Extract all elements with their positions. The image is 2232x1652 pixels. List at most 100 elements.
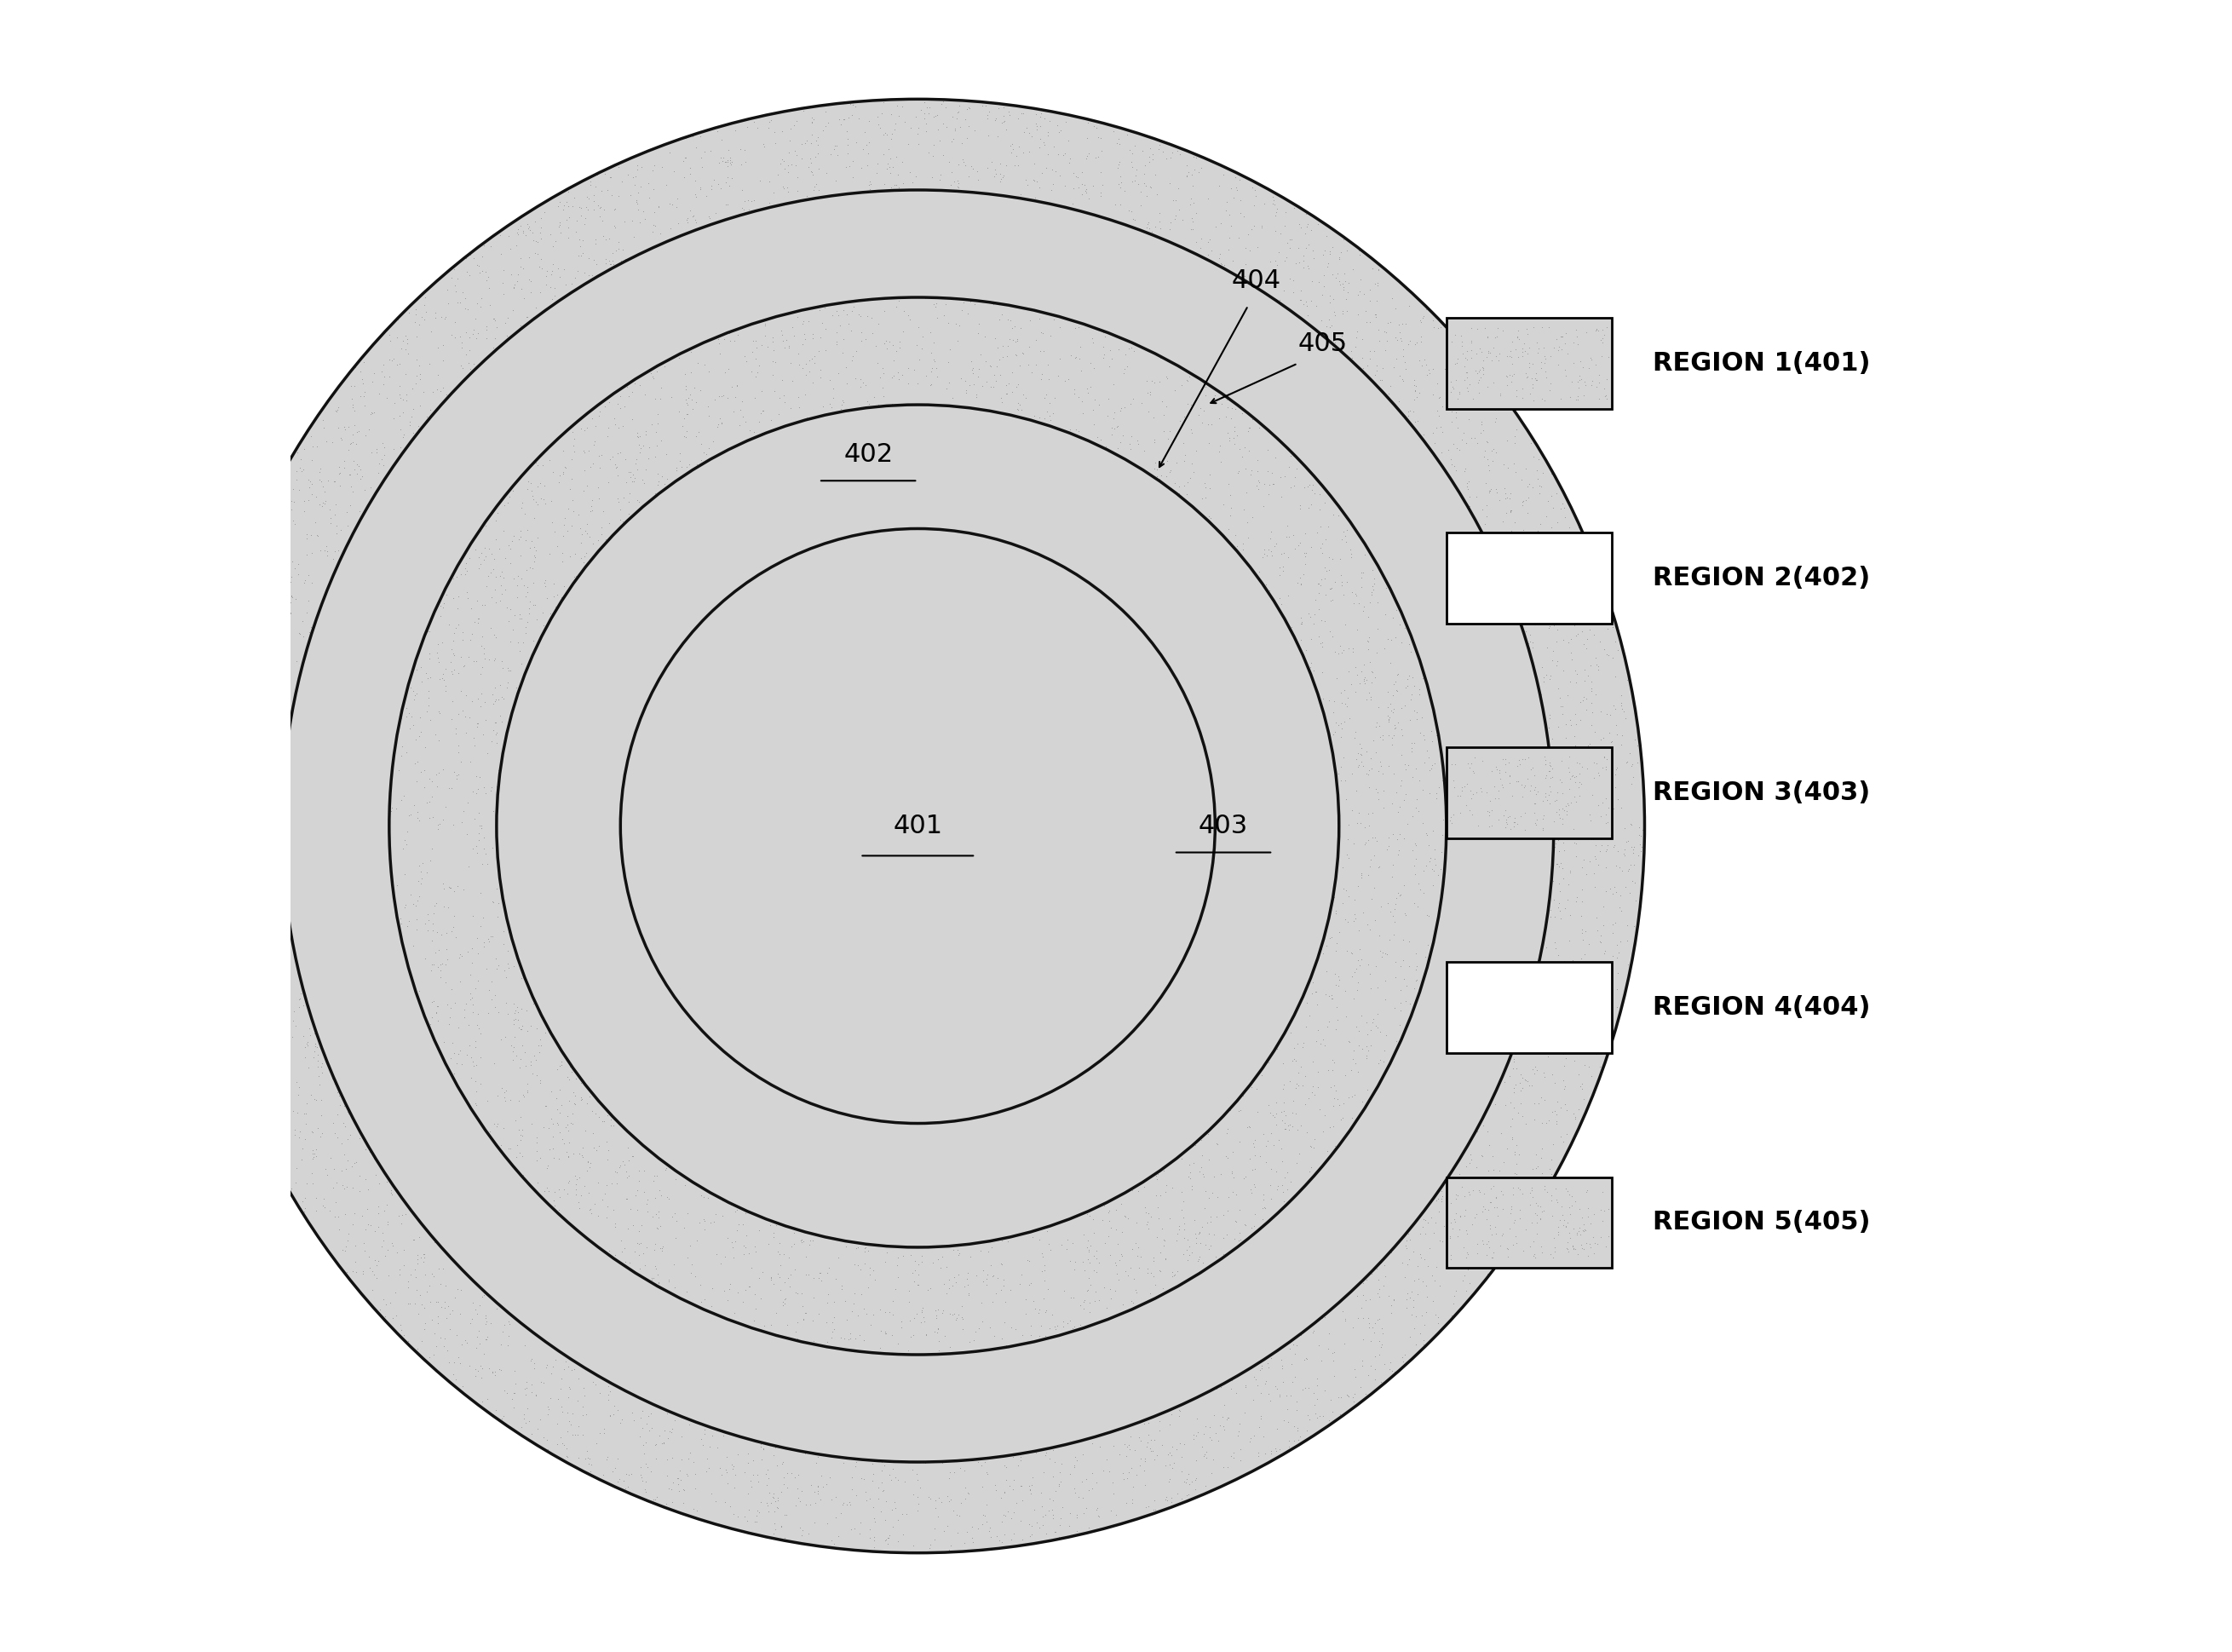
Point (496, 565, 531, 591)
Point (1493, 1193, 1529, 1219)
Point (993, 360, 1029, 387)
Point (212, 1013, 248, 1039)
Point (817, 1483, 853, 1510)
Point (594, 240, 629, 266)
Point (1078, 1246, 1114, 1272)
Point (1404, 1244, 1440, 1270)
Point (1357, 1013, 1393, 1039)
Point (382, 382, 417, 408)
Point (1038, 1518, 1074, 1545)
Point (1257, 1434, 1292, 1460)
Point (674, 626, 710, 653)
Point (1350, 1037, 1386, 1064)
Point (1393, 639, 1428, 666)
Point (413, 958, 449, 985)
Point (899, 648, 935, 674)
Point (1469, 469, 1504, 496)
Point (277, 1117, 312, 1143)
Point (1074, 727, 1109, 753)
Point (415, 1262, 451, 1289)
Point (886, 626, 922, 653)
Point (1518, 1189, 1553, 1216)
Point (567, 1070, 603, 1097)
Point (1507, 816, 1542, 843)
Point (1449, 358, 1484, 385)
Point (946, 560, 982, 586)
Point (1520, 458, 1556, 484)
Point (1065, 159, 1100, 185)
Point (1317, 329, 1353, 355)
Point (603, 1155, 638, 1181)
Point (1031, 367, 1067, 393)
Point (1100, 413, 1136, 439)
Point (549, 188, 585, 215)
Point (591, 248, 627, 274)
Point (1440, 350, 1475, 377)
Point (1549, 1229, 1585, 1256)
Point (1147, 1487, 1183, 1513)
Point (638, 1446, 674, 1472)
Point (415, 927, 451, 953)
Point (944, 1059, 980, 1085)
Point (1243, 1356, 1279, 1383)
Point (1502, 1090, 1538, 1117)
Point (1598, 695, 1634, 722)
Point (1399, 699, 1435, 725)
Point (1578, 682, 1614, 709)
Point (667, 387, 703, 413)
Point (1245, 173, 1281, 200)
Point (248, 624, 283, 651)
Point (1078, 940, 1114, 966)
Point (1518, 329, 1553, 355)
Point (400, 1246, 435, 1272)
Point (1187, 1194, 1223, 1221)
Point (670, 401, 705, 428)
Point (790, 1006, 826, 1032)
Point (520, 451, 556, 477)
Point (1495, 1232, 1531, 1259)
Point (580, 474, 616, 501)
Point (1406, 776, 1442, 803)
Point (1578, 846, 1614, 872)
Point (1152, 1439, 1187, 1465)
Point (261, 958, 297, 985)
Point (391, 299, 426, 325)
Point (1074, 1431, 1109, 1457)
Point (1455, 382, 1491, 408)
Point (1518, 611, 1553, 638)
Point (1078, 628, 1114, 654)
Point (768, 327, 804, 354)
Point (513, 477, 549, 504)
Point (185, 889, 221, 915)
Point (652, 803, 687, 829)
Point (1252, 1173, 1288, 1199)
Point (743, 887, 779, 914)
Point (420, 362, 455, 388)
Point (1190, 819, 1225, 846)
Point (591, 164, 627, 190)
Point (212, 762, 248, 788)
Point (1344, 735, 1379, 762)
Point (768, 791, 804, 818)
Point (487, 1087, 522, 1113)
Point (1174, 781, 1210, 808)
Point (261, 885, 297, 912)
Point (259, 575, 295, 601)
Point (911, 1092, 946, 1118)
Point (341, 418, 377, 444)
Point (574, 1099, 609, 1125)
Point (828, 695, 864, 722)
Point (1609, 654, 1645, 681)
Point (1245, 1194, 1281, 1221)
Point (600, 154, 636, 180)
Point (1317, 320, 1353, 347)
Point (708, 907, 743, 933)
Point (1504, 1075, 1540, 1102)
Point (1491, 1175, 1527, 1201)
Point (319, 415, 355, 441)
Point (937, 968, 973, 995)
Point (1359, 786, 1395, 813)
Point (1469, 1232, 1504, 1259)
Point (1192, 1209, 1228, 1236)
Point (966, 657, 1002, 684)
